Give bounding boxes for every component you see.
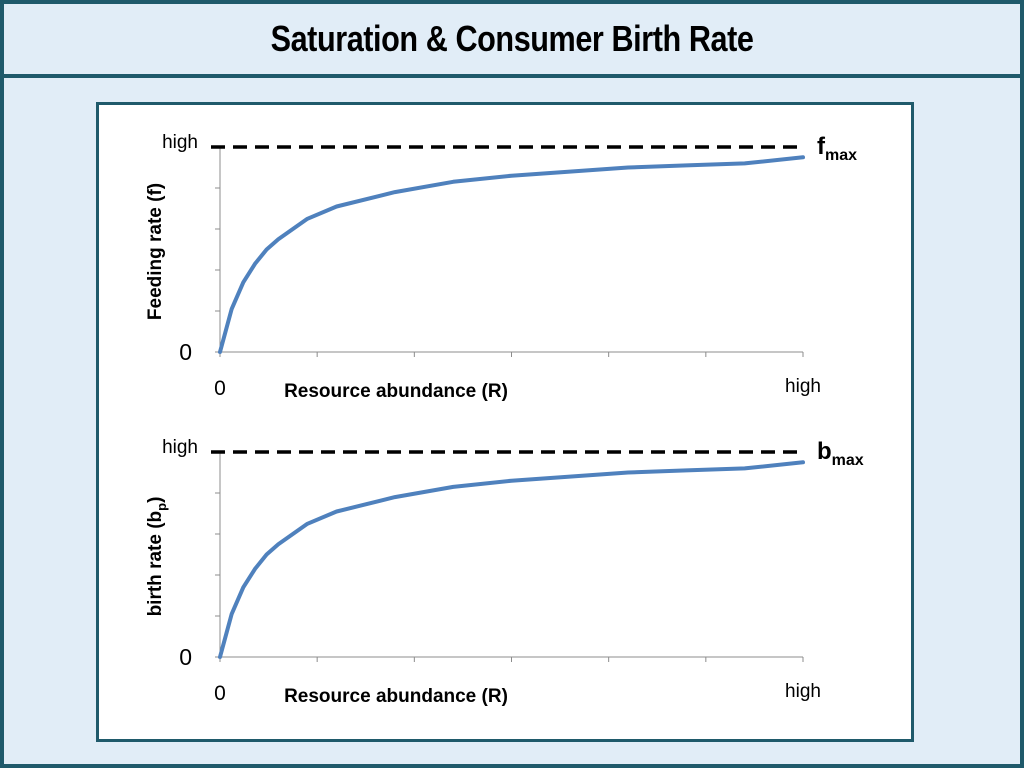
- y-axis-label-base: birth rate (b: [145, 511, 166, 617]
- chart-1: fmax high 00 high Resource abundance (R) Feed…: [145, 132, 857, 402]
- x-axis-label: Resource abundance (R): [284, 686, 508, 707]
- y-axis-label: Feeding rate (f): [145, 183, 166, 320]
- asymptote-label: fmax: [817, 133, 857, 164]
- asymptote-label-base: b: [817, 438, 832, 465]
- x-tick-label-high: high: [785, 376, 821, 397]
- y-tick-label-high: high: [162, 132, 198, 153]
- asymptote-label-base: f: [817, 133, 826, 160]
- asymptote-label-sub: max: [832, 452, 864, 469]
- saturation-curve: [218, 155, 805, 354]
- chart-2: bmax high 00 high Resource abundance (R) birt…: [145, 437, 864, 707]
- saturation-curve: [218, 460, 805, 659]
- y-axis-label: birth rate (bp): [145, 497, 169, 617]
- y-axis-label-sub: p: [154, 503, 169, 511]
- x-tick-label-zero: 0: [214, 682, 226, 705]
- y-axis-label-end: ): [145, 497, 166, 503]
- x-axis-label: Resource abundance (R): [284, 381, 508, 402]
- asymptote-label: bmax: [817, 438, 864, 469]
- y-tick-label-high: high: [162, 437, 198, 458]
- y-tick-label-zero: 0: [179, 339, 192, 365]
- slide-title: Saturation & Consumer Birth Rate: [270, 18, 754, 59]
- chart-panel: fmax high 0 0 high Resource abundance (R) Feed…: [96, 102, 914, 742]
- x-tick-label-high: high: [785, 681, 821, 702]
- asymptote-label-sub: max: [825, 147, 857, 164]
- y-tick-label-zero: 0: [179, 644, 192, 670]
- x-tick-label-zero: 0: [214, 377, 226, 400]
- title-bar: Saturation & Consumer Birth Rate: [4, 4, 1020, 78]
